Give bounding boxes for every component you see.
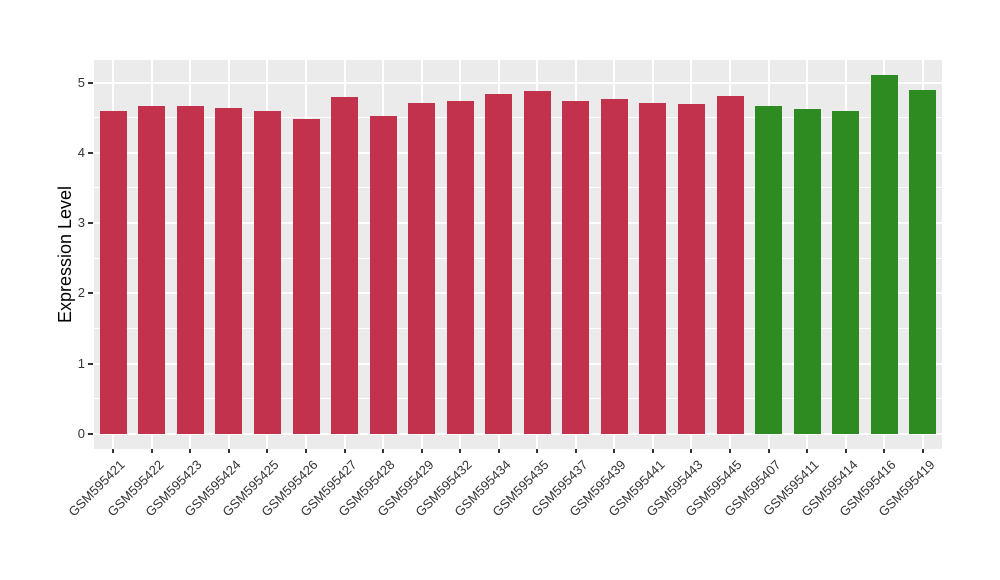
x-tick-mark — [497, 449, 500, 453]
x-tick-mark — [343, 449, 346, 453]
bar-GSM595439 — [600, 98, 628, 434]
gridline-minor — [94, 398, 942, 400]
x-tick-mark — [150, 449, 153, 453]
gridline-major — [94, 433, 942, 435]
gridline-minor — [94, 257, 942, 259]
y-tick-mark — [88, 362, 93, 365]
x-tick-mark — [189, 449, 192, 453]
bar-GSM595432 — [446, 101, 474, 434]
bar-GSM595441 — [639, 102, 667, 434]
y-tick-label: 0 — [77, 426, 85, 441]
y-tick-mark — [88, 433, 93, 435]
gridline-major — [94, 222, 942, 225]
x-tick-mark — [382, 449, 385, 453]
bar-GSM595434 — [485, 93, 513, 434]
bar-GSM595428 — [369, 116, 397, 434]
y-tick-mark — [88, 222, 93, 225]
bar-GSM595425 — [253, 111, 281, 434]
y-tick-mark — [88, 81, 93, 84]
x-tick-mark — [574, 449, 577, 453]
x-tick-mark — [227, 449, 230, 453]
bar-GSM595423 — [176, 106, 204, 434]
x-tick-mark — [651, 449, 654, 453]
bar-GSM595411 — [793, 108, 821, 434]
y-tick-label: 1 — [77, 355, 85, 371]
y-tick-label: 3 — [77, 215, 85, 231]
bar-GSM595419 — [909, 90, 937, 434]
y-tick-mark — [88, 292, 93, 295]
x-tick-mark — [305, 449, 307, 453]
gridline-major — [94, 292, 942, 295]
bar-GSM595422 — [138, 105, 166, 434]
gridline-minor — [94, 328, 942, 330]
gridline-minor — [94, 117, 942, 119]
gridline-minor — [94, 187, 942, 189]
x-tick-mark — [420, 449, 423, 453]
bar-GSM595424 — [215, 107, 243, 434]
x-tick-mark — [690, 449, 693, 453]
bar-GSM595426 — [292, 119, 320, 434]
x-tick-mark — [536, 449, 539, 453]
gridline-major — [94, 362, 942, 365]
bar-GSM595435 — [523, 90, 551, 434]
y-tick-label: 4 — [77, 144, 85, 160]
bar-GSM595443 — [677, 103, 705, 434]
bar-GSM595421 — [99, 110, 127, 434]
x-tick-mark — [921, 449, 924, 453]
y-tick-mark — [88, 151, 93, 154]
x-tick-mark — [806, 449, 809, 453]
plot-panel — [94, 60, 942, 449]
x-tick-mark — [767, 449, 770, 453]
y-axis-title: Expression Level — [52, 60, 80, 449]
x-tick-mark — [613, 449, 616, 453]
bar-GSM595407 — [755, 106, 783, 434]
gridline-major — [94, 151, 942, 154]
y-tick-label: 2 — [77, 285, 85, 301]
x-tick-mark — [729, 449, 731, 453]
x-tick-mark — [844, 449, 847, 453]
bar-GSM595416 — [870, 75, 898, 434]
bar-GSM595445 — [716, 95, 744, 434]
gridline-major — [94, 81, 942, 84]
bar-GSM595437 — [562, 100, 590, 434]
bar-GSM595427 — [331, 97, 359, 434]
y-axis-title-text: Expression Level — [55, 185, 76, 324]
bar-GSM595414 — [832, 111, 860, 434]
x-tick-mark — [266, 449, 269, 453]
x-tick-mark — [883, 449, 886, 453]
x-tick-mark — [459, 449, 462, 453]
x-tick-mark — [112, 449, 115, 453]
y-tick-label: 5 — [77, 74, 85, 90]
bar-GSM595429 — [408, 102, 436, 434]
